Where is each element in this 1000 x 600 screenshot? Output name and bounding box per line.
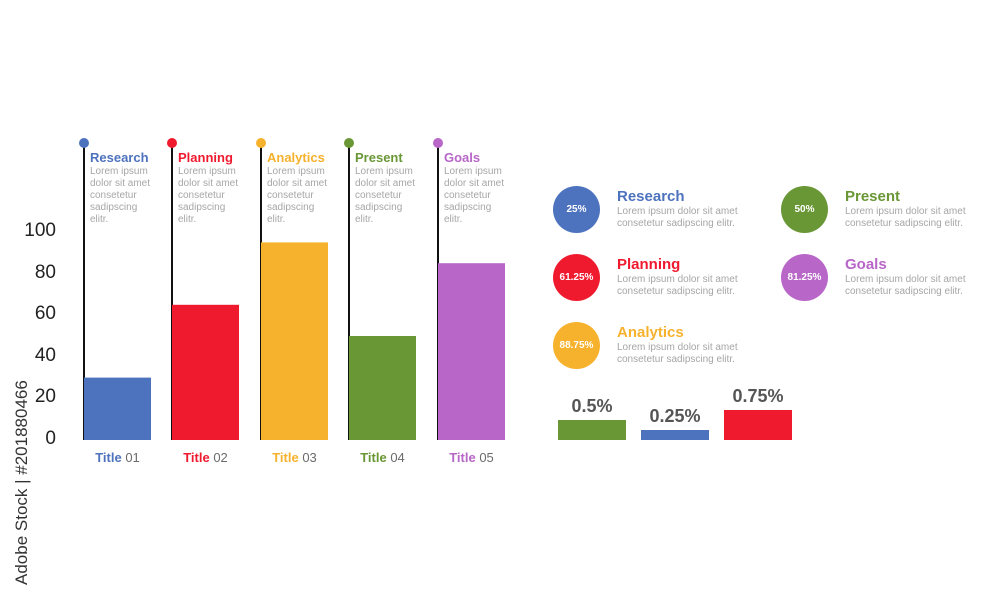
legend-item-research: 25% Research Lorem ipsum dolor sit amet co…: [553, 186, 773, 246]
legend-description: Lorem ipsum dolor sit amet consetetur sa…: [617, 274, 738, 297]
x-label-5: Title 05: [432, 450, 512, 465]
legend-description: Lorem ipsum dolor sit amet consetetur sa…: [845, 206, 966, 229]
category-title-4: Present: [355, 150, 403, 165]
legend-description: Lorem ipsum dolor sit amet consetetur sa…: [845, 274, 966, 297]
category-title-3: Analytics: [267, 150, 325, 165]
mini-bar-label-2: 0.25%: [649, 406, 701, 426]
legend-value-circle: 81.25%: [781, 254, 828, 301]
bar-analytics: [261, 242, 328, 440]
mini-bar-label-3: 0.75%: [732, 386, 784, 406]
x-label-title: Title: [360, 450, 387, 465]
x-label-number: 05: [475, 450, 494, 465]
legend-title: Goals: [845, 256, 887, 273]
legend-item-present: 50% Present Lorem ipsum dolor sit amet con…: [781, 186, 1000, 246]
legend-description: Lorem ipsum dolor sit amet consetetur sa…: [617, 342, 738, 365]
y-tick-60: 60: [34, 303, 56, 325]
main-bar-chart: [79, 138, 505, 440]
mini-bar-3: [724, 410, 792, 440]
x-label-1: Title 01: [78, 450, 158, 465]
x-label-2: Title 02: [166, 450, 246, 465]
category-description-5: Lorem ipsum dolor sit amet consetetur sa…: [444, 166, 505, 225]
legend-title: Present: [845, 188, 901, 205]
pin-dot-1: [79, 138, 89, 148]
legend-title: Research: [617, 188, 685, 205]
legend-value-circle: 88.75%: [553, 322, 600, 369]
legend-item-planning: 61.25% Planning Lorem ipsum dolor sit amet…: [553, 254, 773, 314]
pin-dot-5: [433, 138, 443, 148]
category-description-3: Lorem ipsum dolor sit amet consetetur sa…: [267, 166, 328, 225]
y-tick-20: 20: [34, 386, 56, 408]
x-label-number: 03: [298, 450, 317, 465]
y-tick-100: 100: [24, 220, 56, 241]
x-label-number: 02: [209, 450, 228, 465]
legend-title: Analytics: [617, 324, 684, 341]
category-title-1: Research: [90, 150, 149, 165]
y-tick-80: 80: [34, 261, 56, 283]
legend-description: Lorem ipsum dolor sit amet consetetur sa…: [617, 206, 738, 229]
category-title-5: Goals: [444, 150, 481, 165]
y-tick-40: 40: [34, 344, 56, 366]
bar-goals: [438, 263, 505, 440]
bar-planning: [172, 304, 239, 440]
legend-value-circle: 50%: [781, 186, 828, 233]
pin-dot-4: [344, 138, 354, 148]
x-label-title: Title: [95, 450, 122, 465]
y-tick-0: 0: [45, 428, 56, 449]
legend-value-circle: 61.25%: [553, 254, 600, 301]
legend-item-goals: 81.25% Goals Lorem ipsum dolor sit amet co…: [781, 254, 1000, 314]
x-label-4: Title 04: [343, 450, 423, 465]
category-description-4: Lorem ipsum dolor sit amet consetetur sa…: [355, 166, 416, 225]
x-label-3: Title 03: [255, 450, 335, 465]
legend-item-analytics: 88.75% Analytics Lorem ipsum dolor sit ame…: [553, 322, 773, 382]
x-label-number: 01: [121, 450, 140, 465]
x-label-number: 04: [386, 450, 405, 465]
legend-value-circle: 25%: [553, 186, 600, 233]
mini-bar-2: [641, 430, 709, 440]
mini-bar-1: [558, 420, 626, 440]
mini-bar-label-1: 0.5%: [571, 396, 613, 416]
legend-title: Planning: [617, 256, 681, 273]
bar-research: [84, 377, 151, 440]
category-description-2: Lorem ipsum dolor sit amet consetetur sa…: [178, 166, 239, 225]
x-label-title: Title: [272, 450, 299, 465]
pin-dot-3: [256, 138, 266, 148]
stock-id: Adobe Stock | #201880466: [12, 380, 31, 585]
x-label-title: Title: [449, 450, 476, 465]
pin-dot-2: [167, 138, 177, 148]
category-description-1: Lorem ipsum dolor sit amet consetetur sa…: [90, 166, 151, 225]
x-label-title: Title: [183, 450, 210, 465]
bar-present: [349, 336, 416, 440]
category-title-2: Planning: [178, 150, 233, 165]
